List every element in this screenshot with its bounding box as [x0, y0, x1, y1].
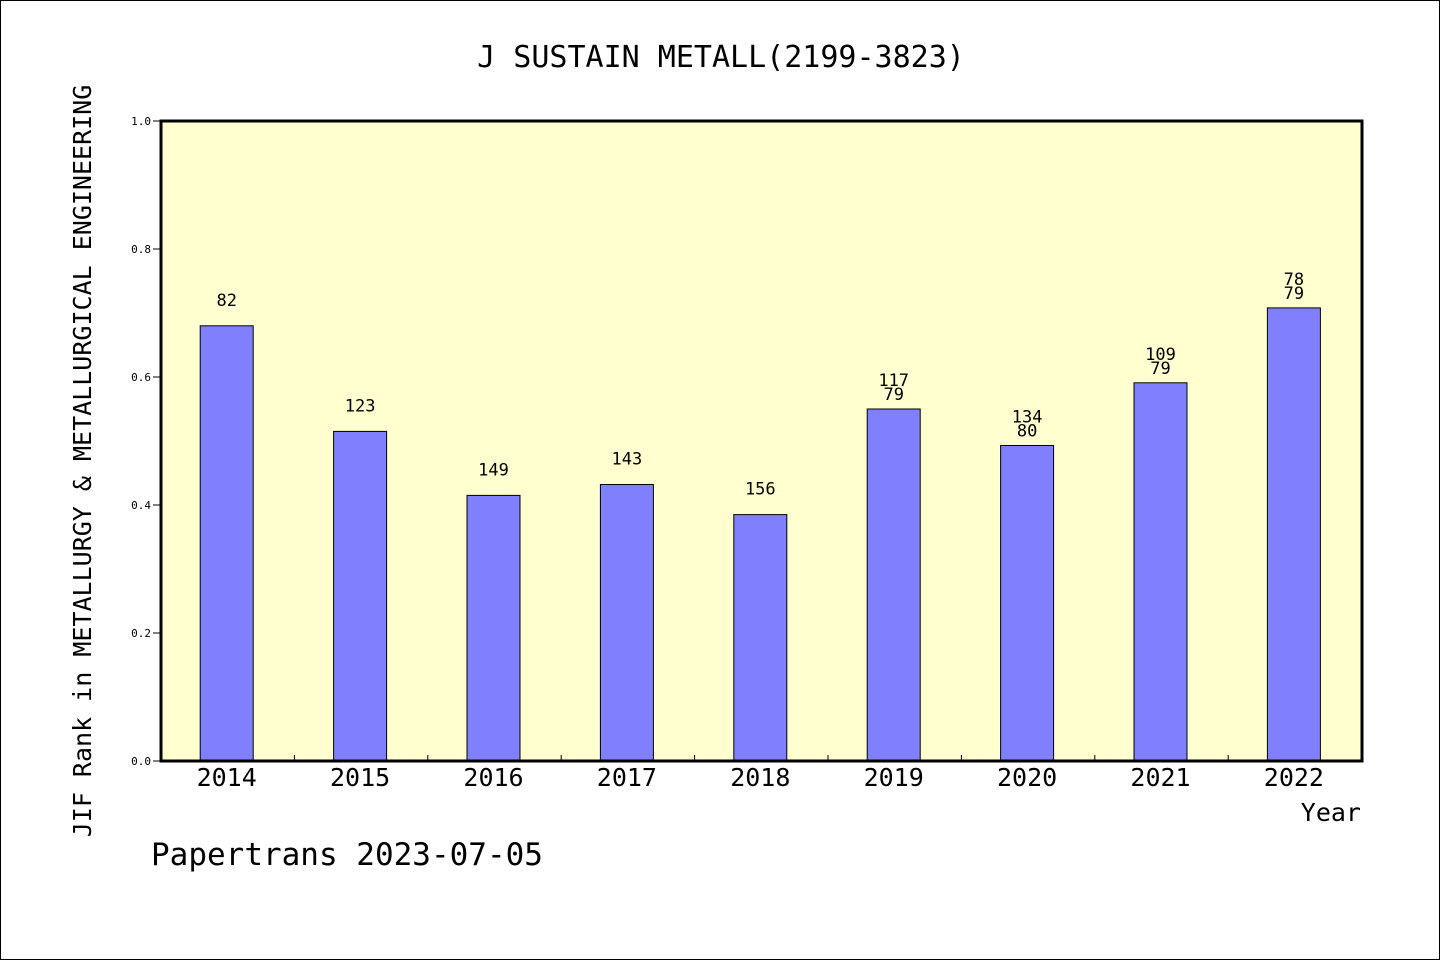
x-tick-label: 2021: [1130, 763, 1190, 792]
x-tick-label: 2020: [997, 763, 1057, 792]
bar-data-label: 143: [612, 450, 643, 470]
x-tick-label: 2014: [197, 763, 257, 792]
bar-data-label: 156: [745, 480, 776, 500]
x-tick-label: 2017: [597, 763, 657, 792]
bar-2017: [599, 484, 654, 762]
footer-credit: Papertrans 2023-07-05: [151, 837, 543, 873]
x-tick-label: 2022: [1264, 763, 1324, 792]
y-tick-label: 0.4: [131, 499, 151, 512]
y-axis-ticks: 0.0 0.2 0.4 0.6 0.8 1.0: [131, 115, 161, 768]
bar-2021: [1133, 382, 1188, 762]
bar-2020: [1000, 445, 1055, 762]
bar-2022: [1266, 307, 1321, 762]
bar-2015: [333, 430, 388, 762]
x-axis-ticks: 2014 2015 2016 2017 2018 2019 2020 2021 2022: [197, 755, 1324, 792]
bar-data-label: 82: [216, 291, 236, 311]
bar-2014: [199, 325, 254, 762]
bar-data-label: 134: [1012, 408, 1043, 428]
bar-data-label: 109: [1145, 345, 1176, 365]
bar-data-label: 78: [1284, 270, 1304, 290]
bar-data-label: 117: [878, 371, 909, 391]
x-tick-label: 2019: [864, 763, 924, 792]
bar-data-label: 79: [883, 385, 903, 405]
y-tick-label: 1.0: [131, 115, 151, 128]
bar-2018: [733, 514, 788, 762]
y-tick-label: 0.8: [131, 243, 151, 256]
bars: [199, 307, 1321, 762]
bar-data-label: 149: [478, 460, 509, 480]
x-axis-label: Year: [1301, 798, 1361, 827]
bar-data-label: 79: [1284, 284, 1304, 304]
x-tick-label: 2015: [330, 763, 390, 792]
bar-data-label: 79: [1150, 359, 1170, 379]
y-tick-label: 0.6: [131, 371, 151, 384]
x-tick-label: 2018: [730, 763, 790, 792]
bar-data-label: 80: [1017, 422, 1037, 442]
y-tick-label: 0.2: [131, 627, 151, 640]
y-axis-label: JIF Rank in METALLURGY & METALLURGICAL E…: [68, 85, 97, 838]
chart-title: J SUSTAIN METALL(2199-3823): [477, 40, 965, 75]
bar-2019: [866, 408, 921, 762]
bar-data-label: 123: [345, 396, 376, 416]
bar-2016: [466, 494, 521, 762]
y-tick-label: 0.0: [131, 755, 151, 768]
plot-border: [159, 119, 1364, 763]
x-tick-label: 2016: [463, 763, 523, 792]
